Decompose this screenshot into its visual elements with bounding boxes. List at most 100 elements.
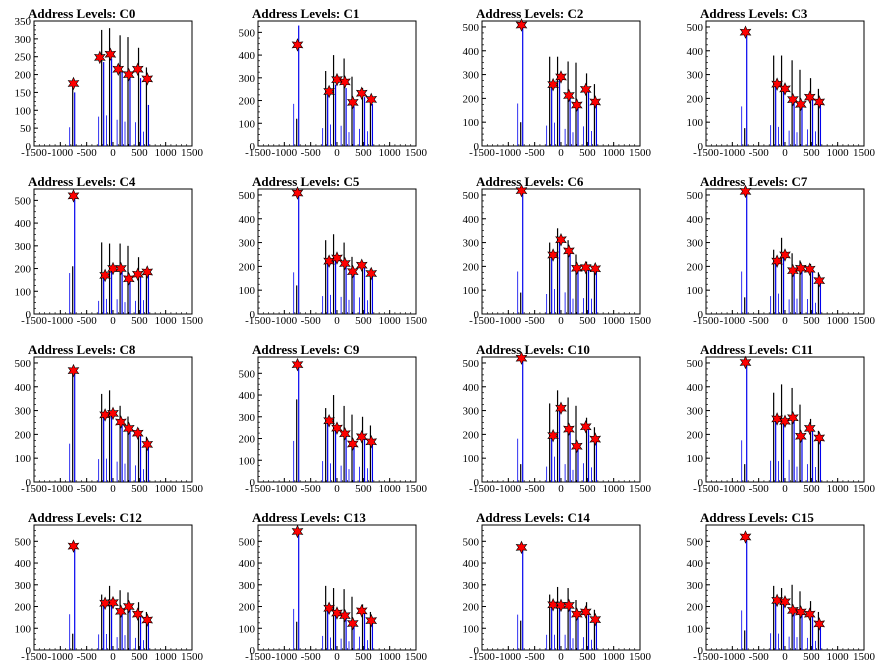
x-tick-label: 1000 xyxy=(603,147,626,159)
x-tick-label: 500 xyxy=(579,147,596,159)
x-tick-label: 500 xyxy=(579,315,596,327)
y-tick-label: 100 xyxy=(463,623,480,635)
red-star-marker xyxy=(107,595,119,610)
red-star-marker xyxy=(589,262,602,276)
y-tick-label: 200 xyxy=(239,96,256,108)
x-tick-label: -1000 xyxy=(47,147,73,159)
plot-svg: 0 50 100 150 200 250 300 350 -1500 -1000 -500 0 500 1… xyxy=(15,16,204,159)
x-tick-label: 1500 xyxy=(405,147,428,159)
x-tick-label: 500 xyxy=(131,483,148,495)
red-star-marker xyxy=(579,605,592,619)
x-tick-label: 1000 xyxy=(603,483,626,495)
x-tick-label: 500 xyxy=(803,651,820,663)
y-tick-label: 400 xyxy=(463,214,480,226)
red-star-marker xyxy=(339,608,351,623)
red-star-marker xyxy=(331,421,343,435)
red-star-marker xyxy=(355,86,368,101)
x-tick-label: 1000 xyxy=(603,651,626,663)
chart-panel: Address Levels: C4 0 100 200 300 400 500 -1500-… xyxy=(0,168,224,336)
red-star-marker xyxy=(291,357,304,372)
red-star-marker xyxy=(323,601,335,616)
y-tick-label: 0 xyxy=(474,309,480,321)
y-tick-label: 200 xyxy=(463,93,480,105)
chart-title: Address Levels: C1 xyxy=(252,6,360,21)
x-tick-label: -1000 xyxy=(719,315,745,327)
x-tick-label: -500 xyxy=(749,315,770,327)
x-tick-label: 500 xyxy=(579,651,596,663)
chart-panel: Address Levels: C8 0 100 200 300 400 500 -1500-… xyxy=(0,336,224,504)
red-star-marker xyxy=(339,256,351,271)
y-tick-label: 500 xyxy=(463,536,480,548)
plot-svg: 0 100 200 300 400 500 -1500 -1000 -500 0 500 1000 15… xyxy=(239,20,428,159)
y-tick-label: 200 xyxy=(687,93,704,105)
x-tick-label: 1500 xyxy=(405,483,428,495)
plot-svg: 0 100 200 300 400 500 -1500 -1000 -500 0 500 1000 15… xyxy=(15,188,204,327)
red-star-marker xyxy=(739,184,752,199)
red-star-marker xyxy=(794,97,807,112)
x-tick-label: -500 xyxy=(301,651,322,663)
red-star-marker xyxy=(291,524,304,539)
y-tick-label: 400 xyxy=(239,390,256,402)
red-star-marker xyxy=(547,248,559,262)
plot-svg: 0 100 200 300 400 500 -1500 -1000 -500 0 500 1000 15… xyxy=(15,356,204,495)
y-tick-label: 0 xyxy=(250,477,256,489)
y-tick-label: 500 xyxy=(15,195,32,207)
x-tick-label: 500 xyxy=(355,651,372,663)
x-tick-label: 1000 xyxy=(379,651,402,663)
red-star-marker xyxy=(291,38,304,52)
y-tick-label: 200 xyxy=(15,429,32,441)
red-star-marker xyxy=(771,593,783,608)
y-tick-label: 100 xyxy=(239,455,256,467)
x-tick-label: -1000 xyxy=(271,651,297,663)
x-tick-label: -1000 xyxy=(719,651,745,663)
x-tick-label: -1500 xyxy=(245,483,271,495)
plot-svg: 0 100 200 300 400 500 -1500 -1000 -500 0 500 1000 15… xyxy=(463,183,652,327)
y-tick-label: 100 xyxy=(687,117,704,129)
y-tick-label: 500 xyxy=(687,190,704,202)
red-star-marker xyxy=(346,264,359,279)
x-tick-label: 0 xyxy=(782,315,788,327)
y-tick-label: 350 xyxy=(15,16,32,28)
plot-svg: 0 100 200 300 400 500 -1500 -1000 -500 0 500 1000 15… xyxy=(463,524,652,663)
red-star-marker xyxy=(515,183,528,198)
x-tick-label: 1000 xyxy=(827,483,850,495)
x-tick-label: 0 xyxy=(110,147,116,159)
x-tick-label: 1000 xyxy=(155,483,178,495)
y-tick-label: 100 xyxy=(463,453,480,465)
x-tick-label: 0 xyxy=(334,315,340,327)
x-tick-label: 0 xyxy=(334,147,340,159)
y-tick-label: 100 xyxy=(15,105,32,117)
red-star-marker xyxy=(355,258,368,272)
red-star-marker xyxy=(122,272,135,286)
y-tick-label: 400 xyxy=(687,46,704,58)
red-star-marker xyxy=(570,98,583,112)
chart-panel: Address Levels: C3 0 100 200 300 400 500 -1500-… xyxy=(672,0,896,168)
y-tick-label: 200 xyxy=(463,429,480,441)
x-tick-label: 500 xyxy=(803,147,820,159)
red-star-marker xyxy=(365,435,378,449)
y-tick-label: 300 xyxy=(463,70,480,82)
red-star-marker xyxy=(794,261,807,276)
x-tick-label: -500 xyxy=(525,483,546,495)
red-star-marker xyxy=(739,25,752,39)
red-star-marker xyxy=(813,95,826,109)
chart-panel: Address Levels: C9 0 100 200 300 400 500 -1500-… xyxy=(224,336,448,504)
y-tick-label: 200 xyxy=(239,602,256,614)
chart-title: Address Levels: C7 xyxy=(700,174,808,189)
red-star-marker xyxy=(346,95,359,110)
y-tick-label: 400 xyxy=(687,558,704,570)
x-tick-label: -1500 xyxy=(469,483,495,495)
x-tick-label: 0 xyxy=(782,651,788,663)
chart-title: Address Levels: C3 xyxy=(700,6,808,21)
red-star-marker xyxy=(803,262,816,276)
plot-svg: 0 100 200 300 400 500 -1500 -1000 -500 0 500 1000 15… xyxy=(463,351,652,495)
chart-title: Address Levels: C10 xyxy=(476,342,590,357)
red-star-marker xyxy=(563,598,575,613)
chart-title: Address Levels: C12 xyxy=(28,510,142,525)
y-tick-label: 0 xyxy=(250,645,256,657)
y-tick-label: 500 xyxy=(687,358,704,370)
y-tick-label: 0 xyxy=(250,141,256,153)
x-tick-label: 0 xyxy=(558,315,564,327)
red-star-marker xyxy=(547,428,559,443)
